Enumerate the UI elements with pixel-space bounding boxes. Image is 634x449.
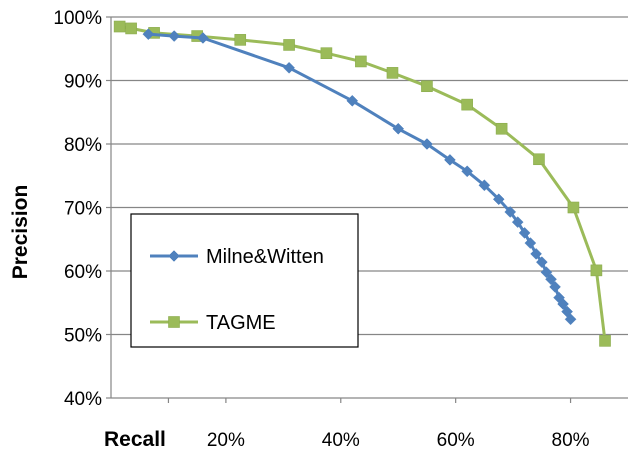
data-point-milne-witten: [557, 298, 569, 310]
data-point-milne-witten: [564, 313, 577, 326]
data-point-milne-witten: [197, 32, 209, 44]
data-point-milne-witten: [518, 227, 531, 239]
legend-items: Milne&Witten TAGME: [150, 246, 324, 334]
legend-marker-milne-witten: [168, 250, 180, 262]
series-layer: [113, 20, 611, 347]
data-point-milne-witten: [478, 179, 491, 192]
tick-labels: 40% 50% 60% 70% 80% 90% 100% 20% 40% 60% 80%: [53, 8, 589, 449]
y-tick-label: 50%: [64, 326, 102, 347]
data-point-milne-witten: [504, 206, 517, 218]
legend-marker-tagme: [168, 316, 180, 328]
y-tick-label: 90%: [64, 72, 102, 93]
data-point-milne-witten: [461, 165, 474, 178]
data-point-milne-witten: [168, 30, 181, 42]
data-point-milne-witten: [421, 138, 433, 150]
axes: [106, 16, 628, 403]
data-point-milne-witten: [524, 237, 537, 249]
data-point-tagme: [421, 80, 433, 93]
data-point-tagme: [234, 34, 247, 46]
y-tick-label: 40%: [64, 389, 102, 410]
y-tick-label: 70%: [64, 199, 102, 220]
data-point-milne-witten: [530, 248, 542, 260]
data-point-milne-witten: [511, 216, 524, 228]
legend: Milne&Witten TAGME: [130, 213, 359, 348]
data-point-tagme: [599, 335, 611, 347]
legend-label-tagme: TAGME: [206, 312, 276, 334]
data-point-tagme: [495, 122, 508, 135]
y-axis-title: Precision: [9, 185, 32, 280]
data-point-tagme: [386, 67, 399, 79]
data-point-milne-witten: [142, 28, 155, 40]
x-tick-label: 20%: [207, 430, 245, 449]
data-point-milne-witten: [540, 266, 553, 279]
data-point-milne-witten: [549, 281, 561, 293]
x-tick-label: 40%: [322, 430, 360, 449]
data-point-tagme: [461, 98, 473, 111]
x-tick-label: 60%: [437, 430, 475, 449]
data-point-milne-witten: [444, 154, 456, 166]
x-axis-title: Recall: [104, 428, 166, 449]
data-point-tagme: [567, 201, 580, 214]
data-point-tagme: [590, 264, 603, 277]
data-point-milne-witten: [392, 122, 405, 135]
y-tick-label: 60%: [64, 262, 102, 283]
series-milne-witten: [142, 28, 577, 326]
data-point-tagme: [113, 20, 126, 33]
data-point-milne-witten: [346, 94, 359, 107]
legend-label-milne-witten: Milne&Witten: [206, 246, 324, 268]
y-tick-label: 80%: [64, 135, 102, 156]
data-point-tagme: [533, 153, 545, 166]
data-point-tagme: [355, 55, 367, 68]
data-point-tagme: [320, 47, 333, 59]
x-tick-label: 80%: [552, 430, 590, 449]
data-point-tagme: [283, 39, 295, 51]
data-point-milne-witten: [545, 273, 557, 286]
y-tick-label: 100%: [53, 8, 102, 29]
data-point-tagme: [125, 22, 137, 35]
data-point-milne-witten: [492, 193, 505, 206]
data-point-milne-witten: [283, 61, 295, 74]
data-point-milne-witten: [535, 256, 548, 268]
